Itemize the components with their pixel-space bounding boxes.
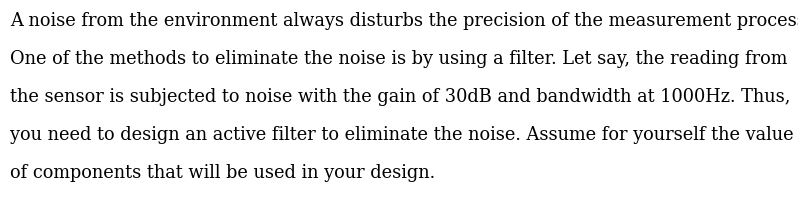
Text: One of the methods to eliminate the noise is by using a filter. Let say, the rea: One of the methods to eliminate the nois… xyxy=(10,50,788,68)
Text: A noise from the environment always disturbs the precision of the measurement pr: A noise from the environment always dist… xyxy=(10,12,798,30)
Text: the sensor is subjected to noise with the gain of 30dB and bandwidth at 1000Hz. : the sensor is subjected to noise with th… xyxy=(10,88,790,105)
Text: of components that will be used in your design.: of components that will be used in your … xyxy=(10,163,435,181)
Text: you need to design an active filter to eliminate the noise. Assume for yourself : you need to design an active filter to e… xyxy=(10,125,794,143)
